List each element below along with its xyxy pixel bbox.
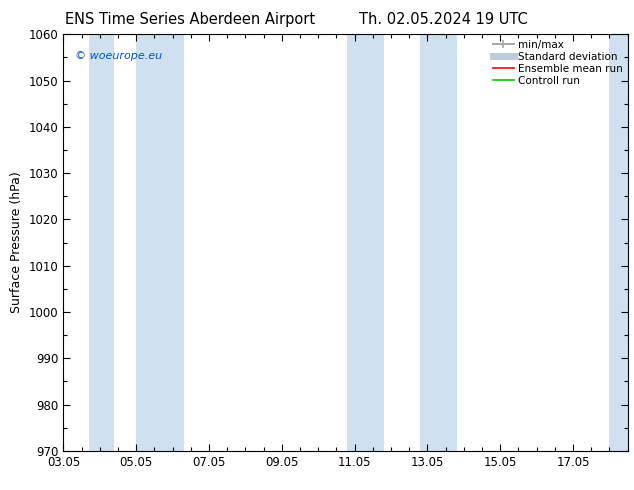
Legend: min/max, Standard deviation, Ensemble mean run, Controll run: min/max, Standard deviation, Ensemble me… <box>493 40 623 86</box>
Text: ENS Time Series Aberdeen Airport: ENS Time Series Aberdeen Airport <box>65 12 315 27</box>
Bar <box>89 34 114 451</box>
Text: Th. 02.05.2024 19 UTC: Th. 02.05.2024 19 UTC <box>359 12 528 27</box>
Bar <box>136 34 183 451</box>
Y-axis label: Surface Pressure (hPa): Surface Pressure (hPa) <box>10 172 23 314</box>
Bar <box>347 34 384 451</box>
Text: © woeurope.eu: © woeurope.eu <box>75 51 162 61</box>
Bar <box>420 34 456 451</box>
Bar <box>609 34 628 451</box>
